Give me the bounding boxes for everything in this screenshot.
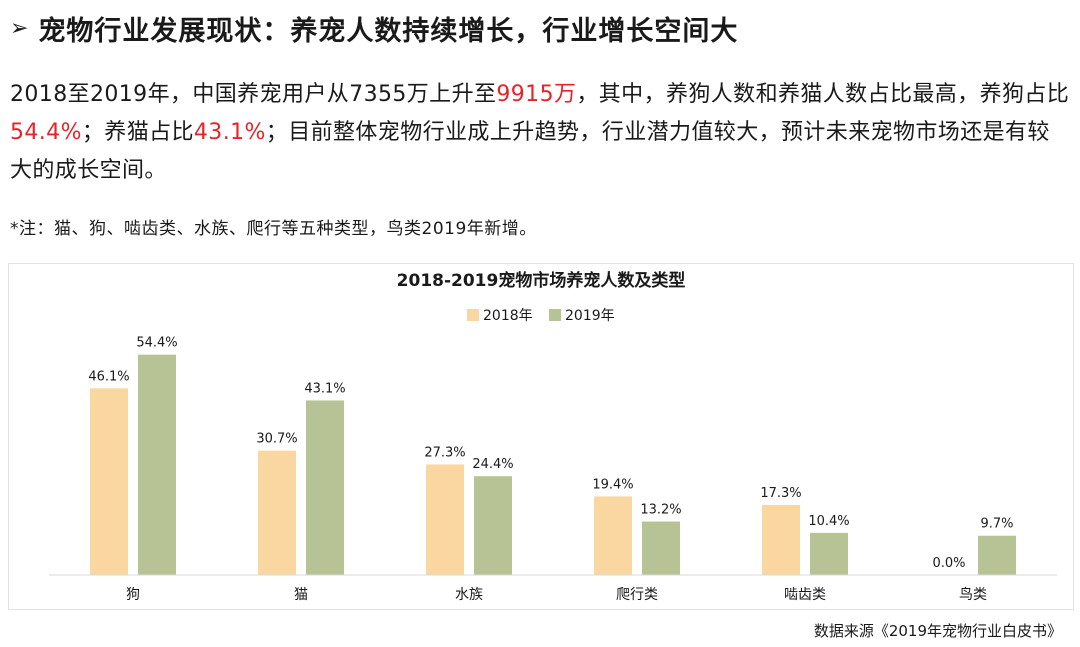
summary-text-4: ；目前整体宠物行业成上升趋势，行业潜力值较大，预计未来宠物市场还是有较大的成长空… bbox=[10, 120, 1050, 183]
bar-2019-3 bbox=[642, 521, 680, 575]
bar-2019-2 bbox=[474, 476, 512, 575]
data-label-2019-5: 9.7% bbox=[980, 517, 1013, 532]
x-tick-label-1: 猫 bbox=[294, 587, 308, 603]
chart-container: 2018-2019宠物市场养宠人数及类型 2018年 2019年 46.1% 54.… bbox=[8, 263, 1074, 610]
data-label-2019-3: 13.2% bbox=[640, 503, 681, 518]
data-label-2018-5: 0.0% bbox=[932, 556, 965, 571]
legend-swatch-2019 bbox=[549, 309, 561, 321]
chart-legend: 2018年 2019年 bbox=[467, 308, 615, 324]
chart-bars: 46.1% 54.4% 30.7% 43.1% 27.3% 24.4% 19.4% 13.2%… bbox=[88, 336, 1016, 575]
section-heading: ➢ 宠物行业发展现状：养宠人数持续增长，行业增长空间大 bbox=[10, 8, 738, 48]
legend-swatch-2018 bbox=[467, 309, 479, 321]
data-source: 数据来源《2019年宠物行业白皮书》 bbox=[813, 622, 1062, 640]
bar-chart: 2018-2019宠物市场养宠人数及类型 2018年 2019年 46.1% 54.… bbox=[49, 270, 1057, 603]
chart-title: 2018-2019宠物市场养宠人数及类型 bbox=[397, 270, 686, 291]
data-label-2018-2: 27.3% bbox=[424, 445, 465, 460]
bar-2018-3 bbox=[594, 496, 632, 575]
summary-text-1: 2018至2019年，中国养宠用户从7355万上升至 bbox=[10, 82, 497, 107]
data-label-2019-0: 54.4% bbox=[136, 336, 177, 351]
bar-2018-4 bbox=[762, 504, 800, 575]
bar-2018-0 bbox=[90, 388, 128, 575]
x-axis-ticks: 狗 猫 水族 爬行类 啮齿类 鸟类 bbox=[126, 587, 987, 603]
summary-text-2: ，其中，养狗人数和养猫人数占比最高，养狗占比 bbox=[576, 82, 1070, 107]
summary-paragraph: 2018至2019年，中国养宠用户从7355万上升至9915万，其中，养狗人数和… bbox=[10, 76, 1072, 190]
bar-2019-0 bbox=[138, 354, 176, 575]
bar-2018-2 bbox=[426, 464, 464, 575]
data-label-2019-1: 43.1% bbox=[304, 381, 345, 396]
bar-2018-1 bbox=[258, 450, 296, 575]
data-label-2018-3: 19.4% bbox=[592, 477, 633, 492]
bar-2019-5 bbox=[978, 535, 1016, 575]
highlight-user-count: 9915万 bbox=[496, 82, 577, 107]
x-tick-label-3: 爬行类 bbox=[616, 587, 658, 603]
data-label-2018-4: 17.3% bbox=[760, 486, 801, 501]
data-label-2018-1: 30.7% bbox=[256, 432, 297, 447]
x-tick-label-4: 啮齿类 bbox=[784, 587, 826, 603]
highlight-dog-share: 54.4% bbox=[10, 120, 82, 145]
bar-2019-1 bbox=[306, 400, 344, 575]
highlight-cat-share: 43.1% bbox=[193, 120, 266, 145]
x-tick-label-0: 狗 bbox=[126, 587, 140, 603]
data-label-2019-2: 24.4% bbox=[472, 457, 513, 472]
x-tick-label-2: 水族 bbox=[455, 587, 483, 603]
legend-label-2018: 2018年 bbox=[483, 308, 533, 324]
data-label-2019-4: 10.4% bbox=[808, 514, 849, 529]
arrow-bullet-icon: ➢ bbox=[10, 15, 29, 41]
legend-label-2019: 2019年 bbox=[565, 308, 615, 324]
data-label-2018-0: 46.1% bbox=[88, 369, 129, 384]
x-tick-label-5: 鸟类 bbox=[959, 587, 987, 603]
footnote: *注：猫、狗、啮齿类、水族、爬行等五种类型，鸟类2019年新增。 bbox=[10, 219, 537, 239]
bar-2019-4 bbox=[810, 532, 848, 575]
summary-text-3: ；养猫占比 bbox=[81, 120, 194, 145]
page-title: 宠物行业发展现状：养宠人数持续增长，行业增长空间大 bbox=[38, 15, 739, 47]
